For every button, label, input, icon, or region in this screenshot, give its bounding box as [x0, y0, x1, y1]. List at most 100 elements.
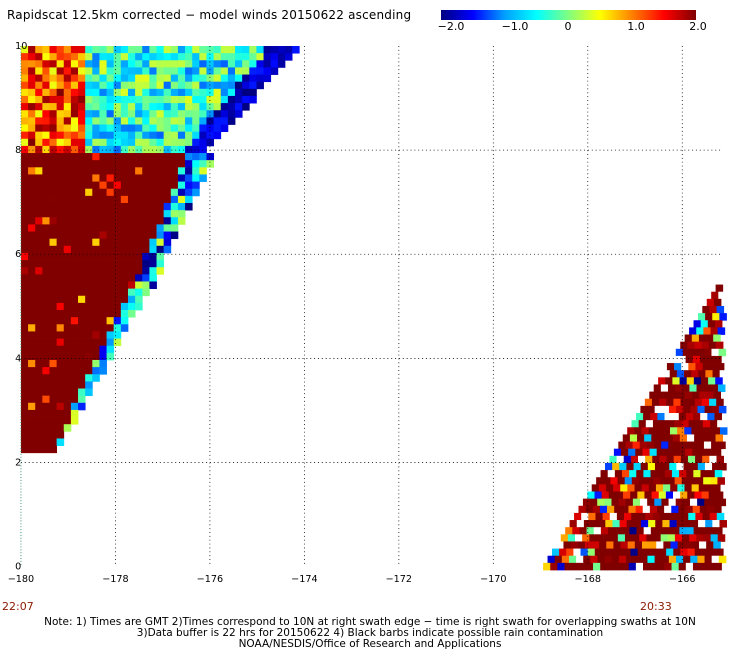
swath-cell: [681, 363, 689, 371]
swath-cell: [99, 367, 107, 375]
swath-cell: [651, 434, 659, 442]
swath-cell: [42, 174, 50, 182]
swath-cell: [99, 110, 107, 118]
swath-cell: [149, 74, 157, 83]
swath-cell: [713, 334, 721, 343]
swath-cell: [220, 53, 229, 61]
swath-cell: [56, 374, 65, 382]
swath-cell: [614, 505, 622, 514]
swath-cell: [56, 202, 65, 211]
swath-cell: [671, 413, 680, 421]
swath-cell: [659, 455, 667, 464]
swath-cell: [242, 74, 250, 83]
swath-cell: [177, 124, 186, 133]
swath-cell: [92, 110, 100, 118]
swath-cell: [70, 331, 79, 339]
swath-cell: [163, 124, 172, 133]
swath-cell: [177, 210, 186, 218]
swath-cell: [35, 274, 43, 282]
swath-cell: [199, 153, 207, 161]
swath-cell: [106, 224, 115, 232]
swath-cell: [711, 441, 719, 450]
swath-cell: [35, 74, 43, 83]
swath-cell: [688, 512, 696, 521]
swath-cell: [664, 505, 672, 514]
swath-cell: [588, 512, 596, 521]
swath-cell: [156, 167, 165, 175]
swath-cell: [78, 153, 86, 161]
swath-cell: [113, 160, 122, 168]
swath-cell: [106, 88, 115, 97]
swath-cell: [99, 217, 107, 225]
swath-cell: [712, 370, 721, 378]
swath-cell: [70, 224, 79, 232]
swath-cell: [28, 195, 36, 204]
y-tick-label: 8: [15, 145, 21, 156]
swath-cell: [56, 124, 65, 133]
swath-cell: [85, 195, 93, 204]
swath-cell: [56, 188, 65, 197]
swath-cell: [92, 124, 100, 133]
swath-cell: [42, 145, 50, 154]
swath-cell: [113, 238, 122, 247]
swath-cell: [572, 527, 580, 535]
swath-cell: [156, 67, 165, 75]
swath-cell: [587, 548, 596, 557]
swath-cell: [716, 305, 725, 314]
swath-cell: [156, 202, 165, 211]
swath-cell: [127, 174, 136, 182]
swath-cell: [20, 381, 29, 389]
swath-cell: [42, 402, 50, 411]
swath-cell: [20, 160, 29, 168]
swath-cell: [654, 405, 663, 414]
swath-cell: [56, 224, 65, 232]
swath-cell: [113, 88, 122, 97]
swath-cell: [106, 331, 115, 339]
swath-cell: [177, 217, 186, 225]
swath-cell: [35, 217, 43, 225]
swath-cell: [49, 381, 58, 389]
swath-cell: [708, 377, 716, 385]
swath-cell: [177, 174, 186, 182]
swath-cell: [637, 434, 645, 442]
swath-cell: [637, 455, 646, 464]
swath-cell: [705, 370, 713, 378]
swath-cell: [113, 46, 122, 54]
swath-cell: [85, 145, 93, 154]
swath-cell: [56, 281, 65, 289]
swath-cell: [693, 320, 702, 328]
swath-cell: [49, 60, 58, 68]
swath-cell: [99, 103, 107, 111]
swath-cell: [20, 438, 29, 446]
swath-cell: [696, 384, 705, 392]
swath-cell: [156, 60, 165, 68]
swath-cell: [227, 88, 236, 97]
swath-cell: [113, 231, 122, 240]
swath-cell: [70, 402, 79, 411]
swath-cell: [92, 74, 100, 83]
swath-cell: [177, 81, 186, 90]
swath-cell: [683, 555, 691, 564]
swath-cell: [696, 441, 705, 450]
swath-cell: [63, 338, 72, 347]
swath-cell: [695, 420, 704, 428]
swath-cell: [691, 484, 700, 492]
swath-cell: [78, 88, 86, 97]
swath-cell: [620, 484, 628, 492]
swath-cell: [63, 46, 72, 54]
swath-cell: [633, 520, 642, 528]
swath-cell: [35, 245, 43, 254]
swath-cell: [70, 345, 79, 354]
swath-cell: [56, 331, 65, 339]
swath-cell: [99, 310, 107, 318]
swath-cell: [99, 238, 107, 247]
swath-cell: [127, 110, 136, 118]
swath-cell: [92, 352, 100, 361]
swath-cell: [78, 345, 86, 354]
swath-cell: [120, 74, 129, 83]
swath-cell: [63, 110, 72, 118]
swath-cell: [177, 46, 186, 54]
swath-cell: [85, 245, 93, 254]
swath-cell: [99, 331, 107, 339]
swath-cell: [42, 217, 50, 225]
